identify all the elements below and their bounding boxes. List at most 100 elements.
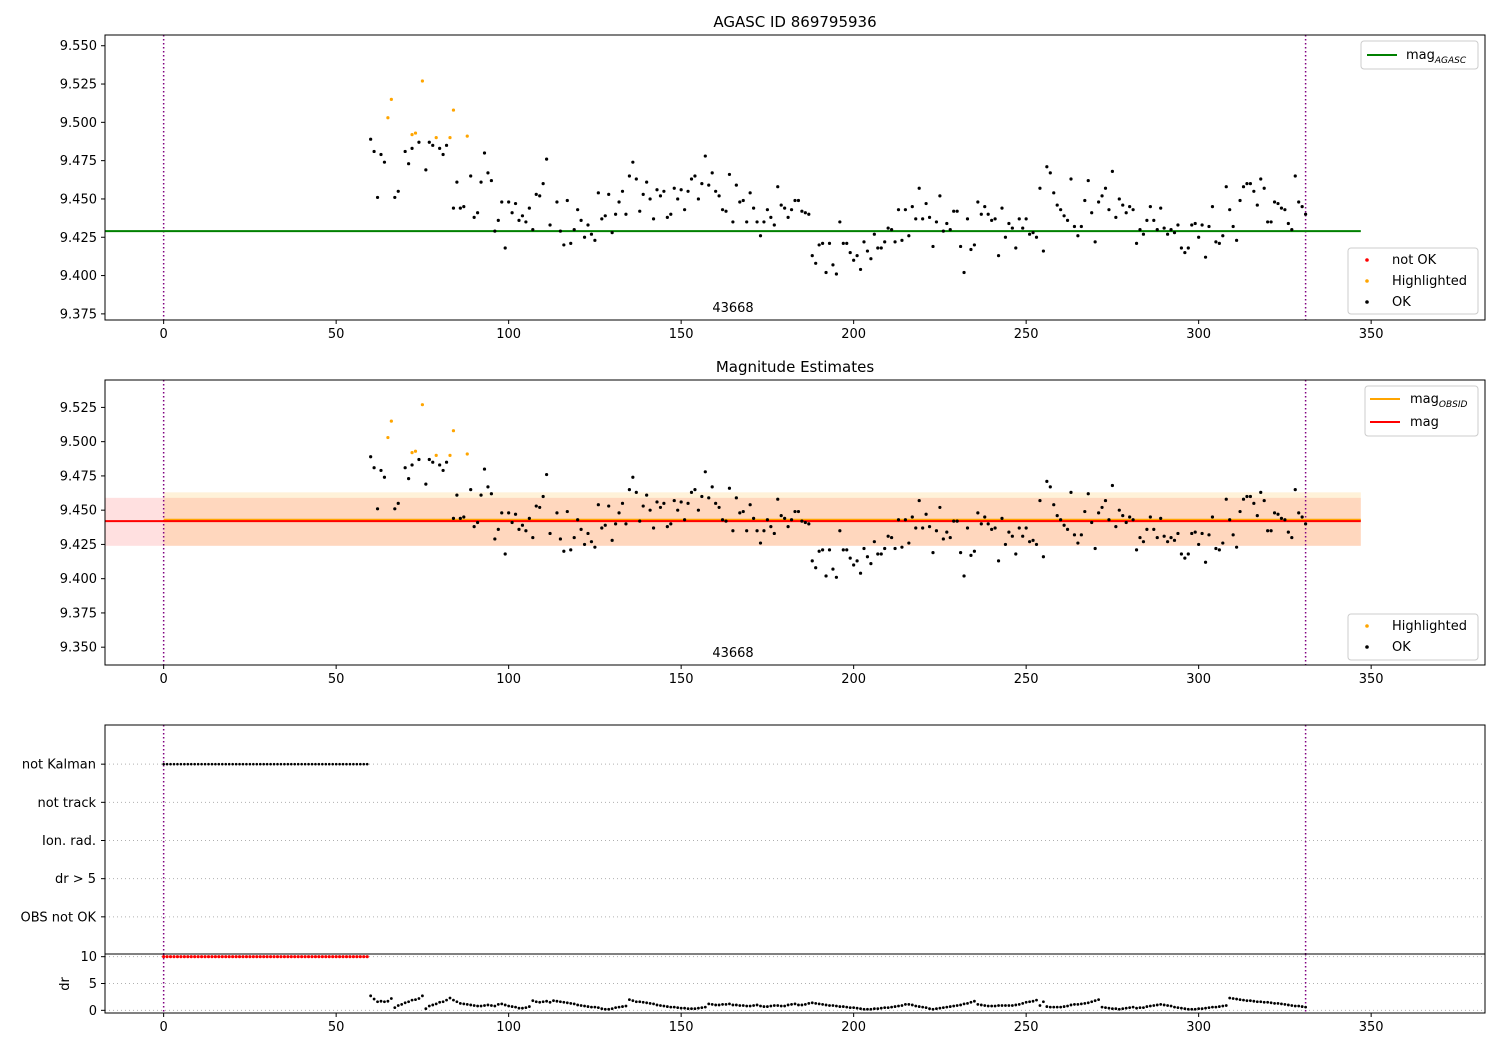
dr-point xyxy=(1204,1006,1207,1010)
dr-point xyxy=(531,999,535,1003)
y-tick-label: 9.450 xyxy=(60,504,97,519)
dr-point xyxy=(973,999,976,1003)
dr-point xyxy=(458,1001,462,1005)
dr-point xyxy=(586,1005,590,1008)
dr-point xyxy=(921,1005,925,1009)
dr-point xyxy=(783,1004,787,1008)
ok-point xyxy=(686,189,690,193)
ok-point xyxy=(1266,529,1270,533)
ok-point xyxy=(1014,552,1018,556)
ok-point xyxy=(962,270,966,275)
ok-point xyxy=(1207,533,1211,537)
ok-point xyxy=(1124,211,1128,215)
ok-point xyxy=(862,240,866,244)
ok-point xyxy=(1190,531,1194,536)
ok-point xyxy=(1203,255,1208,259)
dr-point xyxy=(576,1003,580,1007)
ok-point xyxy=(1055,203,1059,207)
legend-highlighted-2: Highlighted xyxy=(1392,619,1467,634)
ok-point xyxy=(1241,497,1246,501)
ok-point xyxy=(1197,542,1201,547)
ok-point xyxy=(645,493,649,497)
ok-point xyxy=(1272,200,1277,204)
ok-point xyxy=(510,520,514,525)
flag-point xyxy=(317,762,321,766)
ok-point xyxy=(438,146,442,150)
ok-point xyxy=(510,211,514,215)
y-tick-label: 5 xyxy=(89,977,97,992)
dr-flagged-point xyxy=(179,955,183,959)
ok-point xyxy=(558,229,563,233)
y-tick-label: 9.400 xyxy=(60,269,97,284)
ok-point xyxy=(796,509,801,514)
ok-point xyxy=(924,201,928,206)
ok-point xyxy=(745,529,749,533)
dr-point xyxy=(1262,1000,1266,1004)
dr-point xyxy=(1062,1005,1066,1008)
ok-point xyxy=(986,522,990,526)
dr-point xyxy=(1211,1005,1214,1009)
flag-point xyxy=(262,762,266,766)
y-tick-label: 0 xyxy=(89,1004,97,1019)
flag-point xyxy=(314,762,317,766)
dr-point xyxy=(935,1007,938,1011)
dr-point xyxy=(1086,1001,1090,1005)
ok-point xyxy=(879,246,883,250)
flag-point xyxy=(286,762,290,766)
ok-point xyxy=(548,531,552,536)
dr-point xyxy=(1135,1006,1138,1010)
ok-point xyxy=(427,457,431,462)
ok-point xyxy=(1162,534,1166,538)
ok-point xyxy=(1235,545,1239,549)
dr-flagged-point xyxy=(358,955,362,959)
legend-not-ok: not OK xyxy=(1392,253,1437,268)
flag-point xyxy=(327,762,331,766)
ok-point xyxy=(417,140,421,144)
ok-point xyxy=(507,511,511,515)
ok-point xyxy=(1079,533,1083,537)
dr-flagged-point xyxy=(265,955,269,959)
ok-point xyxy=(503,552,507,556)
dr-point xyxy=(1269,1001,1273,1005)
dr-flagged-point xyxy=(231,955,235,959)
ok-point xyxy=(1134,241,1139,245)
ok-point xyxy=(931,244,935,249)
ok-point xyxy=(1176,223,1180,227)
dr-point xyxy=(817,1002,821,1006)
ok-point xyxy=(572,227,576,232)
dr-point xyxy=(424,1007,428,1011)
ok-point xyxy=(1103,498,1108,503)
ok-point xyxy=(669,522,673,526)
flag-point xyxy=(245,762,248,766)
x-tick-label: 250 xyxy=(1014,672,1039,687)
flag-category-label: OBS not OK xyxy=(21,910,97,925)
ok-point xyxy=(993,526,997,530)
ok-point xyxy=(879,552,883,556)
ok-point xyxy=(1214,546,1218,551)
ok-point xyxy=(959,244,963,249)
ok-point xyxy=(817,243,821,247)
ok-point xyxy=(789,208,794,212)
ok-point xyxy=(689,177,694,181)
flag-point xyxy=(165,762,169,766)
ok-point xyxy=(444,143,449,147)
ok-point xyxy=(965,217,970,221)
ok-point xyxy=(1003,542,1008,547)
flag-point xyxy=(252,762,255,766)
ok-point xyxy=(1007,530,1011,534)
dr-point xyxy=(852,1006,856,1010)
dr-point xyxy=(648,1001,652,1005)
ok-point xyxy=(769,215,773,219)
ok-point xyxy=(589,232,594,236)
ok-point xyxy=(907,541,911,545)
ok-point xyxy=(600,526,604,530)
dr-flagged-point xyxy=(324,955,328,959)
dr-point xyxy=(731,1003,735,1007)
ok-point xyxy=(793,509,797,514)
ok-point xyxy=(814,261,818,265)
ok-point xyxy=(1124,520,1128,525)
flag-point xyxy=(172,762,176,766)
y-tick-label: 9.425 xyxy=(60,538,97,553)
dr-point xyxy=(1207,1006,1211,1010)
dr-point xyxy=(438,1000,442,1004)
